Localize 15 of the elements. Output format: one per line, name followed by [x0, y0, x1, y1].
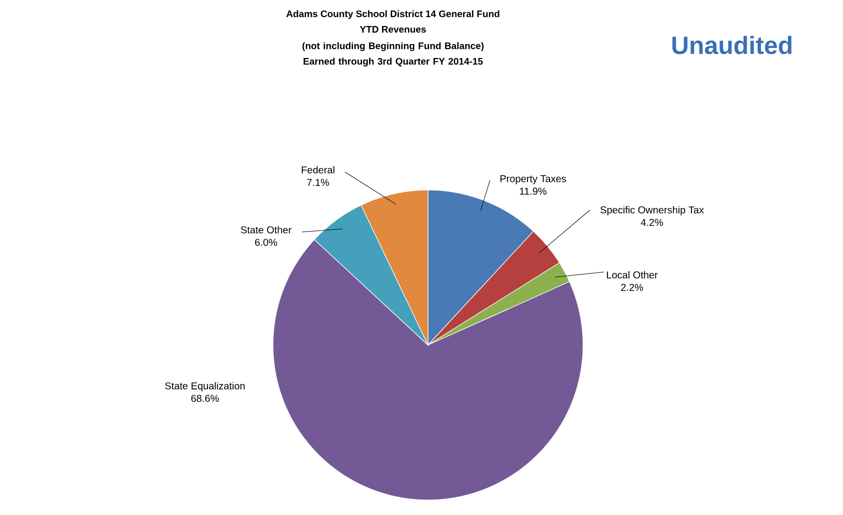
text: Unaudited — [672, 36, 792, 54]
data-label: 7.1% — [307, 178, 330, 186]
data-label: 11.9% — [520, 188, 546, 195]
slice-label: Federal — [302, 166, 334, 174]
chart-title: Adams County School District 14 General Fund YTD Revenues — [286, 10, 500, 33]
data-label: 2.2% — [621, 284, 644, 291]
slice-label: Specific Ownership Tax — [600, 206, 704, 216]
data-label: 6.0% — [255, 238, 278, 246]
slice-label: Property Taxes — [500, 175, 566, 184]
chart-subtitle: (not including Beginning Fund Balance) Earned through 3rd Quarter FY 2014-15 — [302, 42, 484, 67]
data-label: 68.6% — [191, 394, 219, 402]
data-label: 4.2% — [640, 218, 664, 226]
slice-label: Local Other — [606, 271, 658, 278]
slice-label: State Equalization — [165, 382, 245, 392]
slice-label: State Other — [240, 226, 292, 234]
